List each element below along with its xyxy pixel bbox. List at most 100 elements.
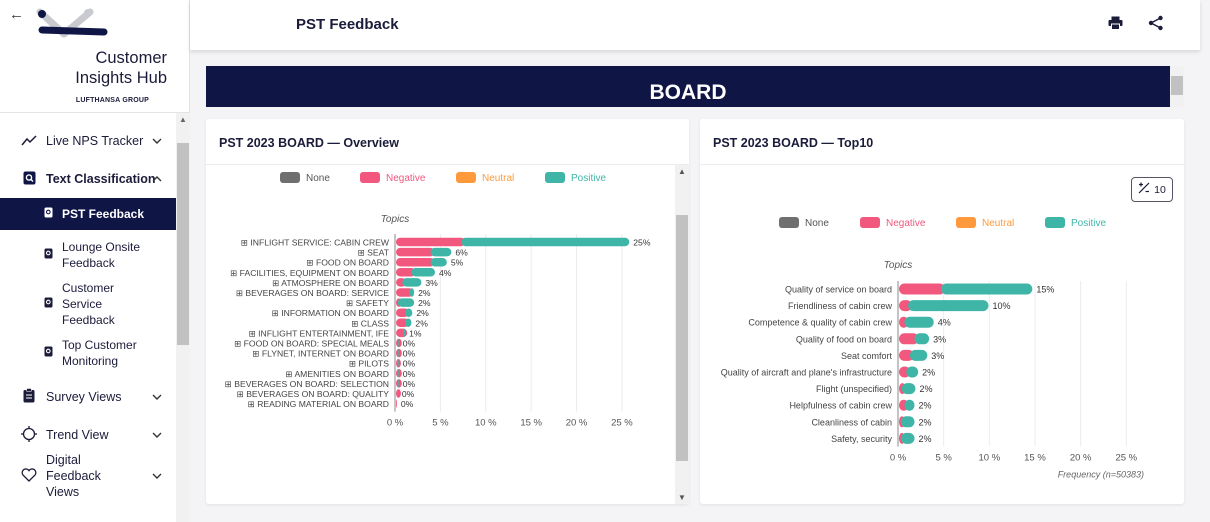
bar-positive [397,338,399,348]
data-label: 0% [403,349,416,359]
category-label: ⊞ INFORMATION ON BOARD [272,308,389,318]
divider [700,164,1184,165]
overview-chart: None Negative Neutral Positive Topics ⊞ INFLI… [225,172,651,429]
bar-positive [402,278,422,287]
top10-title: PST 2023 BOARD — Top10 [713,136,874,150]
bar-positive [396,358,399,368]
overview-title: PST 2023 BOARD — Overview [219,136,399,150]
bar-positive [430,257,447,267]
percent-icon [1138,182,1150,197]
sidebar: ← Customer Insights Hub LUFTHANSA GROUP … [0,0,190,522]
scrollbar-thumb[interactable] [177,143,189,345]
share-icon[interactable] [1148,15,1164,36]
nav-text-classification[interactable]: Text Classification [0,160,176,198]
scrollbar-thumb[interactable] [1171,76,1183,95]
banner-scrollbar[interactable] [1170,66,1184,107]
legend-entry: Positive [1071,218,1106,229]
nav-sub-label: Lounge Onsite Feedback [62,240,141,270]
bar-positive [397,298,415,307]
legend-swatch [779,217,799,228]
data-label: 0% [403,359,416,369]
category-label: ⊞ FOOD ON BOARD [306,258,389,268]
nav-label: Survey Views [46,390,122,404]
bar-positive [397,369,399,378]
nav-customer-service-feedback[interactable]: Customer Service Feedback [0,280,176,328]
bar-negative [899,283,946,295]
overview-card: PST 2023 BOARD — Overview None Negative Ne… [206,119,689,504]
nav-live-nps-tracker[interactable]: Live NPS Tracker [0,122,176,160]
data-label: 2% [919,401,932,411]
bar-negative [396,379,402,388]
bar-positive [397,379,399,388]
category-label: Quality of aircraft and plane's infrastr… [721,368,892,378]
tick-label: 5 % [935,452,952,463]
data-label: 2% [922,368,935,378]
legend-swatch [956,217,976,228]
category-label: Quality of service on board [785,285,892,295]
category-label: ⊞ FACILITIES, EQUIPMENT ON BOARD [230,268,389,278]
brand-line2: Insights Hub [75,69,167,87]
search-doc-icon [44,346,54,360]
bar-positive [403,328,406,338]
nav-lounge-onsite-feedback[interactable]: Lounge Onsite Feedback [0,230,176,280]
bar-negative [396,389,401,398]
data-label: 2% [919,417,932,427]
category-label: ⊞ CLASS [351,318,389,328]
category-label: Flight (unspecified) [816,384,892,394]
bar-negative [396,348,402,358]
category-label: Quality of food on board [796,334,892,344]
search-doc-icon [44,207,54,221]
back-arrow-icon[interactable]: ← [9,6,24,23]
bar-positive [904,399,915,411]
print-icon[interactable] [1108,16,1123,35]
scroll-up-icon[interactable]: ▲ [678,167,686,176]
category-label: ⊞ FOOD ON BOARD: SPECIAL MEALS [234,339,389,349]
scrollbar-thumb[interactable] [676,215,688,461]
bar-negative [396,338,402,348]
legend-swatch [1045,217,1065,228]
sidebar-scrollbar[interactable]: ▲ [176,113,190,522]
data-label: 0% [403,339,416,349]
bar-positive [900,432,915,444]
bar-positive [430,247,452,257]
brand-sub: LUFTHANSA GROUP [75,97,149,104]
scroll-up-icon[interactable]: ▲ [179,115,187,124]
bar-positive [906,366,919,378]
legend-swatch [860,217,880,228]
chevron-up-icon [152,174,162,185]
category-label: ⊞ PILOTS [349,359,389,369]
axis-title: Topics [381,214,410,225]
data-label: 0% [401,399,414,409]
nav-top-customer-monitoring[interactable]: Top Customer Monitoring [0,328,176,378]
nav-survey-views[interactable]: Survey Views [0,378,176,416]
legend-entry: None [306,173,330,184]
bar-positive [405,308,413,317]
legend-swatch [456,172,476,183]
nav-trend-view[interactable]: Trend View [0,416,176,454]
data-label: 5% [451,258,464,268]
tick-label: 0 % [387,418,404,429]
top-header: PST Feedback [190,0,1200,50]
bar-negative [396,237,466,247]
nav-pst-feedback[interactable]: PST Feedback [0,198,176,230]
tick-label: 10 % [978,452,1000,463]
tick-label: 25 % [1115,452,1137,463]
data-label: 3% [931,351,944,361]
brand-line1: Customer [95,49,167,67]
scroll-down-icon[interactable]: ▼ [678,493,686,502]
data-label: 2% [415,318,428,328]
legend-entry: Neutral [482,173,514,184]
data-label: 0% [403,379,416,389]
overview-scrollbar[interactable]: ▲ ▼ [675,165,689,504]
page-title: PST Feedback [296,16,399,33]
data-label: 3% [933,334,946,344]
tick-label: 10 % [475,418,497,429]
percent-toggle-button[interactable]: 10 [1131,177,1173,202]
chevron-down-icon [152,136,162,147]
nav-digital-feedback-views[interactable]: Digital Feedback Views [0,453,176,499]
category-label: ⊞ INFLIGHT SERVICE: CABIN CREW [241,238,390,248]
data-label: 10% [992,301,1010,311]
category-label: Helpfulness of cabin crew [789,401,892,411]
data-label: 2% [418,298,431,308]
category-label: ⊞ FLYNET, INTERNET ON BOARD [252,349,389,359]
